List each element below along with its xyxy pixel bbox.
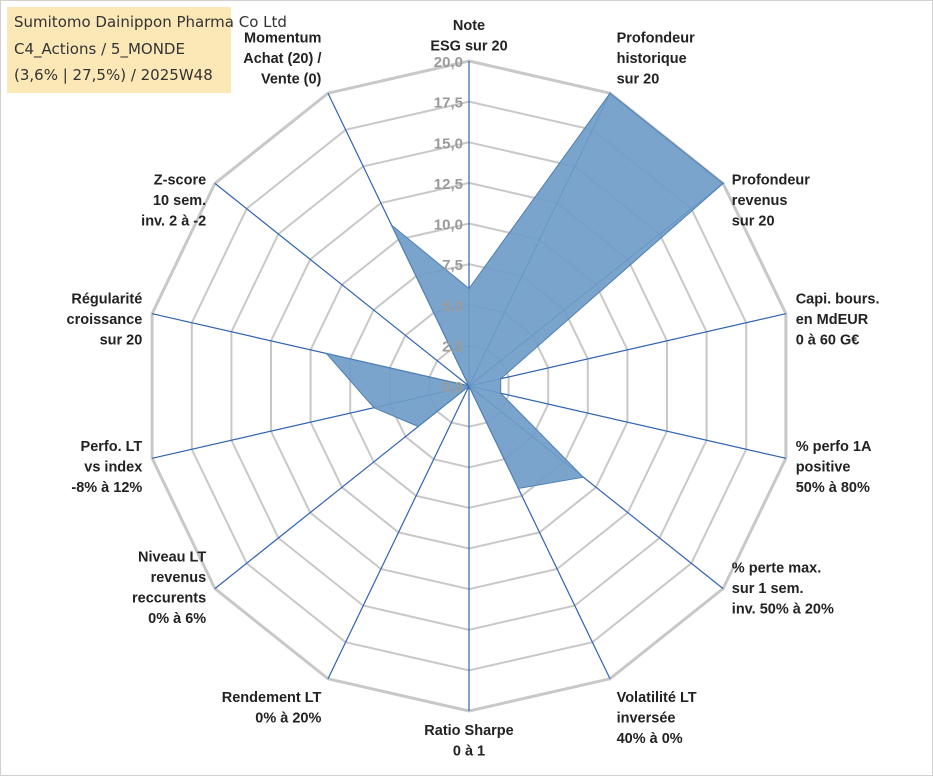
axis-label-line: Z-score [154,172,206,188]
axis-label-line: Note [453,18,485,34]
data-point [325,352,328,355]
axis-label: Perfo. LT vs index -8% à 12% [71,439,142,496]
data-point [499,392,502,395]
axis-label-line: 0% à 20% [255,711,321,727]
axis-labels: Note ESG sur 20 Profondeur historique sur 20… [67,18,880,760]
axis-spoke [214,182,470,387]
axis-label-line: historique [617,51,687,67]
axis-label-line: -8% à 12% [71,480,142,496]
data-point [517,487,520,490]
axis-label: Rendement LT 0% à 20% [222,690,322,727]
axis-label-line: Volatilité LT [617,690,697,706]
data-point [417,425,420,428]
axis-label: Profondeur historique sur 20 [617,30,695,87]
tick-label: 20,0 [434,54,463,71]
axis-label: Régularité croissance sur 20 [67,292,143,349]
axis-label-line: 0% à 6% [148,611,206,627]
axis-label: Capi. bours. en MdEUR 0 à 60 G€ [796,292,880,349]
axis-label-line: ESG sur 20 [430,39,507,55]
data-point [390,224,393,226]
data-point [468,385,470,387]
axis-label-line: 0 à 1 [453,744,485,760]
axis-label-line: positive [796,459,851,475]
axis-label: % perte max. sur 1 sem. inv. 50% à 20% [732,561,834,618]
axis-label-line: % perte max. [732,561,821,577]
tick-label: 10,0 [434,217,463,234]
axis-label-line: Ratio Sharpe [424,723,513,739]
axis-label-line: Capi. bours. [796,292,880,308]
axis-spoke [468,385,787,459]
axis-label: Z-score 10 sem. inv. 2 à -2 [141,172,206,229]
axis-label-line: % perfo 1A [796,439,872,455]
axis-label-line: revenus [732,193,788,209]
axis-label-line: reccurents [132,590,206,606]
axis-label-line: en MdEUR [796,312,869,328]
axis-label: Momentum Achat (20) / Vente (0) [243,30,321,87]
chart-title-box: Sumitomo Dainippon Pharma Co Ltd C4_Acti… [7,7,287,93]
axis-label-line: Niveau LT [138,549,206,565]
tick-label: 7,5 [442,257,463,274]
data-point [582,476,585,479]
axis-spoke [327,385,470,680]
axis-label-line: Profondeur [732,172,810,188]
axis-label-line: 40% à 0% [617,731,683,747]
axis-label: % perfo 1A positive 50% à 80% [796,439,872,496]
axis-label-line: Perfo. LT [81,439,143,455]
axis-label: Ratio Sharpe 0 à 1 [424,723,513,760]
tick-label: 12,5 [434,176,463,193]
title-period: (3,6% | 27,5%) / 2025W48 [14,66,213,84]
axis-label-line: sur 20 [732,213,775,229]
axis-label: Profondeur revenus sur 20 [732,172,810,229]
title-company: Sumitomo Dainippon Pharma Co Ltd [14,13,287,31]
axis-label-line: inv. 50% à 20% [732,602,834,618]
data-point [499,378,502,380]
axis-label-line: Vente (0) [261,71,322,87]
tick-label: 2,5 [442,338,463,355]
axis-label-line: sur 20 [100,333,143,349]
axis-label: Note ESG sur 20 [430,18,507,55]
tick-label: 0,0 [442,379,463,396]
axis-label-line: Profondeur [617,30,695,46]
axis-label-line: Momentum [244,30,321,46]
axis-label-line: 10 sem. [153,193,206,209]
radial-tick-labels: 0,0 2,5 5,0 7,5 10,0 12,5 15,0 17,5 20,0 [434,54,463,396]
axis-label-line: inv. 2 à -2 [141,213,206,229]
axis-label: Niveau LT revenus reccurents 0% à 6% [132,549,206,627]
axis-label-line: Achat (20) / [243,51,321,67]
axis-label-line: inversée [617,711,676,727]
axis-label-line: croissance [67,312,143,328]
axis-label-line: vs index [84,459,142,475]
axis-label-line: Régularité [71,292,142,308]
series-area [325,92,724,490]
data-point [609,92,611,94]
data-point [722,182,724,185]
data-point [468,287,470,290]
tick-label: 15,0 [434,135,463,152]
axis-spoke [468,313,787,387]
axis-label-line: Rendement LT [222,690,322,706]
axis-label-line: 50% à 80% [796,480,870,496]
axis-label-line: sur 20 [617,71,660,87]
axis-label-line: 0 à 60 G€ [796,333,860,349]
tick-label: 5,0 [442,298,463,315]
title-portfolio: C4_Actions / 5_MONDE [14,40,185,58]
axis-label-line: revenus [151,570,207,586]
axis-label: Volatilité LT inversée 40% à 0% [617,690,697,747]
tick-label: 17,5 [434,95,463,112]
axis-label-line: sur 1 sem. [732,581,804,597]
radar-series [325,92,724,490]
data-point [373,406,375,409]
